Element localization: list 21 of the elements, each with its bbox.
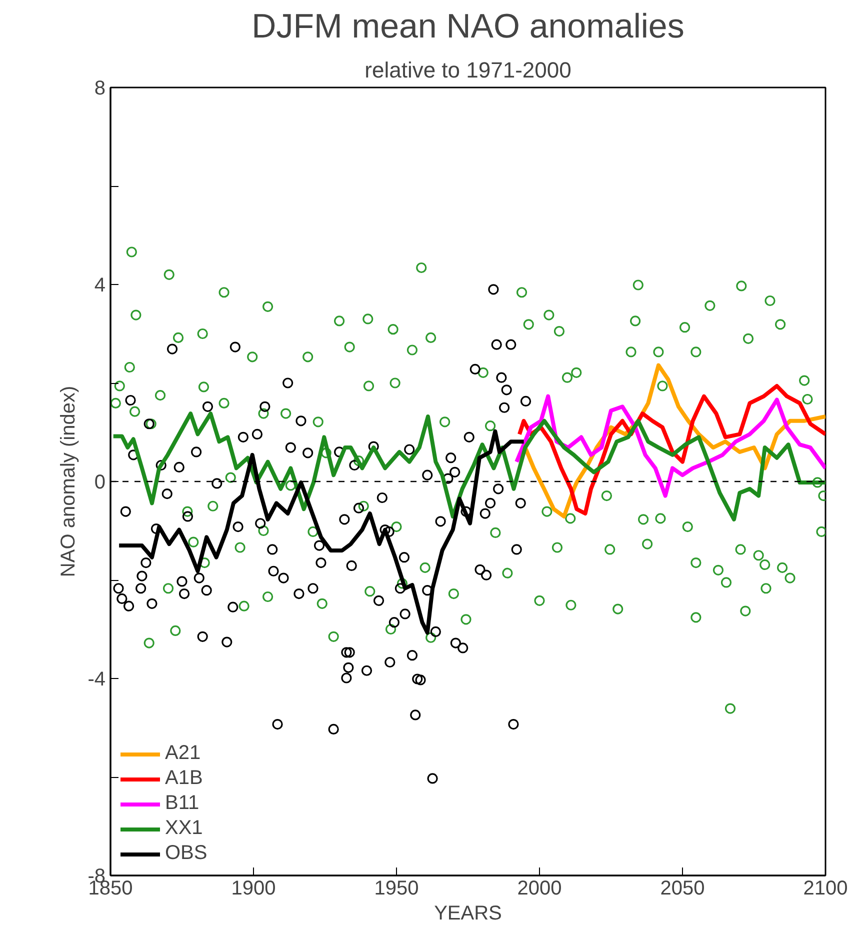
x-tick-label: 2050 xyxy=(660,878,705,900)
legend-label: OBS xyxy=(165,842,208,865)
line-series xyxy=(111,412,826,522)
legend-label: B11 xyxy=(165,792,200,815)
line-series xyxy=(514,394,826,498)
x-tick-label: 1900 xyxy=(231,878,276,900)
y-tick-label: 8 xyxy=(94,78,106,100)
y-tick-label: 4 xyxy=(94,274,106,296)
chart-subtitle: relative to 1971-2000 xyxy=(364,58,572,82)
x-axis-title: YEARS xyxy=(434,902,502,924)
legend-label: A1B xyxy=(165,767,203,790)
y-tick-label: -4 xyxy=(88,668,106,690)
chart-title: DJFM mean NAO anomalies xyxy=(252,8,684,46)
legend-label: XX1 xyxy=(165,817,203,840)
x-tick-label: 1950 xyxy=(374,878,419,900)
y-tick-label: 0 xyxy=(94,472,106,494)
y-axis-title: NAO anomaly (index) xyxy=(58,386,80,578)
legend-label: A21 xyxy=(165,742,201,765)
x-tick-label: 2000 xyxy=(517,878,562,900)
line-series xyxy=(517,384,826,516)
x-tick-label: 2100 xyxy=(803,878,848,900)
